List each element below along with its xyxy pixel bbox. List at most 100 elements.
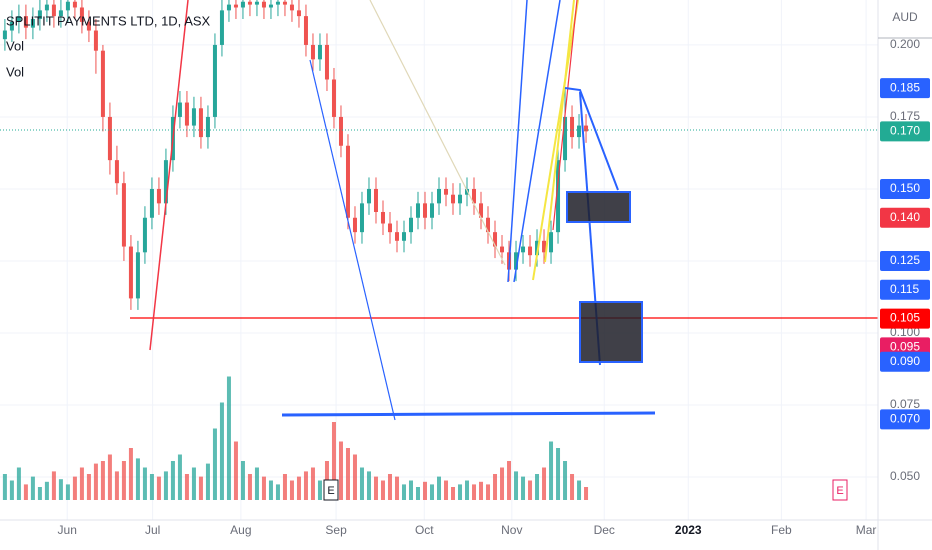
- candle-body: [514, 252, 519, 270]
- event-marker[interactable]: [832, 479, 848, 501]
- candle-body: [254, 1, 259, 5]
- volume-bar: [352, 454, 357, 500]
- x-tick-label: Jul: [145, 523, 160, 537]
- candle-body: [584, 125, 589, 132]
- event-label[interactable]: E: [327, 485, 334, 497]
- candle-body: [198, 108, 203, 138]
- volume-bar: [282, 474, 287, 500]
- volume-bar: [261, 476, 266, 500]
- volume-bar: [72, 476, 77, 500]
- candle-body: [219, 10, 224, 45]
- candle-body: [451, 194, 456, 204]
- trend-line: [544, 0, 575, 263]
- price-label: 0.140: [890, 210, 920, 224]
- candle-body: [324, 44, 329, 80]
- candle-body: [493, 232, 498, 247]
- trend-line: [552, 0, 578, 231]
- candle-body: [2, 30, 7, 40]
- candle-body: [268, 4, 273, 8]
- price-label: 0.125: [890, 253, 920, 267]
- candle-body: [58, 10, 63, 17]
- volume-bar: [444, 480, 449, 500]
- candle-body: [500, 246, 505, 253]
- y-tick-label: 0.175: [890, 109, 920, 123]
- x-tick-label: 2023: [675, 523, 702, 537]
- price-label: 0.170: [890, 124, 920, 138]
- candle-body: [149, 188, 154, 218]
- volume-bar: [44, 481, 49, 500]
- volume-bar: [366, 471, 371, 500]
- volume-bar: [500, 467, 505, 500]
- volume-bar: [542, 467, 547, 500]
- volume-bar: [458, 484, 463, 500]
- price-label-box: [880, 250, 930, 271]
- price-label: 0.070: [890, 412, 920, 426]
- candle-body: [317, 44, 322, 60]
- volume-bar: [437, 476, 441, 500]
- trend-line: [309, 59, 396, 421]
- volume-bar: [451, 487, 456, 500]
- price-label-box: [880, 178, 930, 199]
- candle-body: [121, 183, 126, 247]
- trend-line: [513, 0, 561, 283]
- volume-bar: [338, 441, 343, 500]
- price-label-box: [880, 279, 930, 300]
- volume-bar: [556, 448, 561, 500]
- volume-bar: [142, 467, 147, 500]
- trend-line: [532, 0, 579, 281]
- volume-bar: [37, 487, 42, 500]
- volume-bar: [233, 441, 238, 500]
- volume-bar: [79, 467, 84, 500]
- candle-body: [570, 116, 575, 138]
- price-label-box: [880, 308, 930, 329]
- grid: [0, 0, 878, 520]
- candle-body: [156, 188, 161, 204]
- volume-bar: [240, 461, 245, 500]
- candle-pane: [2, 0, 589, 310]
- x-tick-label: Oct: [415, 523, 434, 537]
- candle-body: [184, 102, 189, 126]
- price-label: 0.115: [890, 282, 919, 296]
- candle-body: [338, 116, 343, 146]
- volume-bar: [16, 467, 21, 500]
- candle-body: [30, 19, 35, 28]
- volume-bar: [65, 484, 70, 500]
- candle-body: [142, 217, 147, 253]
- candle-body: [437, 188, 441, 204]
- volume-bar: [514, 471, 519, 500]
- candle-body: [212, 44, 217, 117]
- candle-body: [535, 240, 540, 256]
- candle-body: [310, 44, 315, 60]
- x-tick-label: Sep: [325, 523, 347, 537]
- candle-body: [408, 217, 413, 233]
- candle-body: [394, 232, 399, 241]
- drawings: [0, 0, 878, 421]
- candle-body: [465, 188, 470, 195]
- candle-body: [352, 217, 357, 233]
- volume-bar: [549, 441, 554, 500]
- candle-body: [247, 1, 252, 5]
- event-label[interactable]: E: [836, 485, 843, 497]
- price-label: 0.185: [890, 80, 920, 94]
- candle-body: [542, 240, 547, 253]
- volume-bar: [9, 480, 14, 500]
- candle-body: [479, 203, 484, 218]
- volume-bar: [212, 428, 217, 500]
- volume-bar: [521, 476, 526, 500]
- candle-body: [472, 188, 477, 204]
- candle-body: [444, 188, 449, 195]
- candle-body: [521, 246, 526, 253]
- y-tick-label: 0.200: [890, 37, 920, 51]
- candle-body: [226, 4, 231, 11]
- x-tick-label: Feb: [771, 523, 792, 537]
- event-marker[interactable]: [323, 479, 339, 501]
- volume-bar: [149, 474, 154, 500]
- volume-bar: [121, 461, 126, 500]
- candle-body: [86, 21, 91, 31]
- volume-bar: [219, 402, 224, 500]
- candle-body: [275, 1, 280, 5]
- volume-bar: [156, 476, 161, 500]
- candle-body: [282, 1, 287, 5]
- x-tick-label: Aug: [230, 523, 251, 537]
